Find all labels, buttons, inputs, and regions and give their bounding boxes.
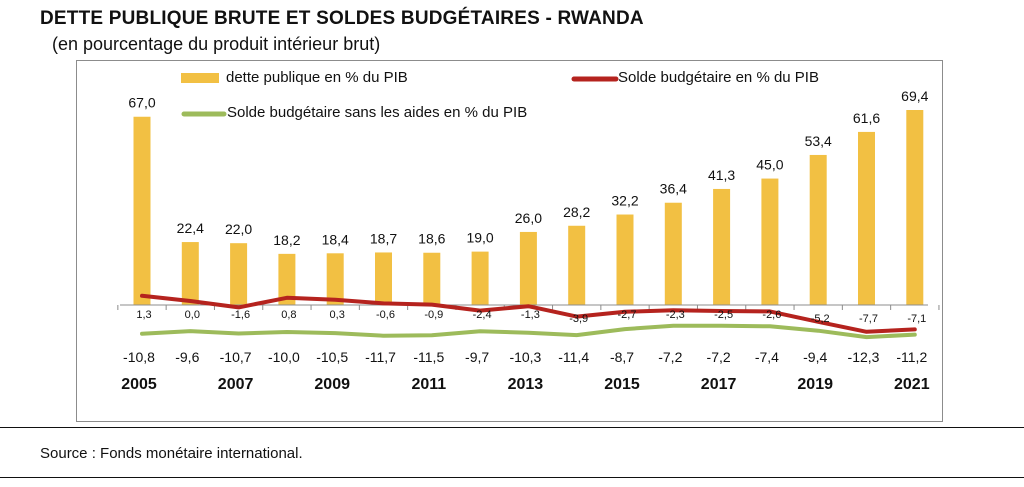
debt-bar xyxy=(519,231,537,305)
x-tick-label: 2015 xyxy=(604,376,640,393)
no-aid-value-label: -8,7 xyxy=(610,349,634,365)
no-aid-value-label: -7,4 xyxy=(755,349,779,365)
debt-value-label: 45,0 xyxy=(756,157,783,173)
debt-bar xyxy=(278,253,296,305)
chart-title: DETTE PUBLIQUE BRUTE ET SOLDES BUDGÉTAIR… xyxy=(40,8,644,29)
no-aid-value-label: -9,6 xyxy=(175,349,199,365)
debt-value-label: 18,2 xyxy=(273,232,300,248)
legend-label-balance: Solde budgétaire en % du PIB xyxy=(618,69,819,86)
x-tick-label: 2007 xyxy=(218,376,254,393)
debt-value-label: 18,4 xyxy=(322,231,349,247)
debt-bar xyxy=(423,252,441,305)
balance-value-label: -5,2 xyxy=(811,313,830,325)
debt-bar xyxy=(326,253,344,305)
balance-value-label: -2,3 xyxy=(666,309,685,321)
no-aid-value-label: -7,2 xyxy=(707,349,731,365)
debt-bar xyxy=(181,242,199,305)
debt-bar xyxy=(616,214,634,305)
balance-value-label: -2,5 xyxy=(714,309,733,321)
debt-bar xyxy=(713,188,731,305)
x-tick-label: 2017 xyxy=(701,376,737,393)
debt-value-label: 61,6 xyxy=(853,110,880,126)
plot-frame xyxy=(76,60,943,422)
x-tick-label: 2005 xyxy=(121,376,157,393)
no-aid-value-label: -10,3 xyxy=(509,349,541,365)
no-aid-value-label: -10,5 xyxy=(316,349,348,365)
balance-value-label: -1,6 xyxy=(231,309,250,321)
debt-bar xyxy=(568,225,586,305)
debt-value-label: 53,4 xyxy=(805,133,832,149)
debt-bar xyxy=(133,116,151,305)
debt-bar xyxy=(761,178,779,305)
legend-swatches xyxy=(181,73,619,117)
debt-value-label: 32,2 xyxy=(611,193,638,209)
balance-value-label: -0,9 xyxy=(424,309,443,321)
balance-value-label: -7,7 xyxy=(859,313,878,325)
balance-value-label: 1,3 xyxy=(136,309,151,321)
legend-label-debt: dette publique en % du PIB xyxy=(226,69,408,86)
bottom-rule xyxy=(0,477,1024,478)
debt-value-label: 18,7 xyxy=(370,230,397,246)
balance-value-label: 0,0 xyxy=(185,309,200,321)
debt-bars xyxy=(133,110,924,305)
no-aid-value-label: -7,2 xyxy=(658,349,682,365)
debt-value-label: 28,2 xyxy=(563,204,590,220)
balance-value-label: -1,3 xyxy=(521,309,540,321)
balance-value-label: 0,3 xyxy=(330,309,345,321)
no-aid-value-label: -10,7 xyxy=(220,349,252,365)
debt-bar xyxy=(809,154,827,305)
balance-value-label: -2,4 xyxy=(473,309,492,321)
top-rule xyxy=(0,427,1024,428)
x-tick-label: 2021 xyxy=(894,376,930,393)
debt-bar xyxy=(664,202,682,305)
debt-value-label: 18,6 xyxy=(418,231,445,247)
debt-value-label: 26,0 xyxy=(515,210,542,226)
debt-value-label: 22,4 xyxy=(177,220,204,236)
x-tick-label: 2009 xyxy=(314,376,350,393)
debt-bar xyxy=(906,110,924,305)
balance-value-label: -0,6 xyxy=(376,309,395,321)
debt-value-label: 67,0 xyxy=(128,95,155,111)
debt-bar xyxy=(858,131,875,305)
debt-bar xyxy=(375,252,392,305)
debt-value-label: 69,4 xyxy=(901,88,928,104)
no-aid-value-label: -11,5 xyxy=(413,349,444,365)
chart-subtitle: (en pourcentage du produit intérieur bru… xyxy=(52,34,381,54)
source-note: Source : Fonds monétaire international. xyxy=(40,445,303,462)
x-axis-labels: 2005 2007 2009 2011 2013 2015 2017 2019 2021 xyxy=(121,376,929,393)
no-aid-value-label: -12,3 xyxy=(848,349,880,365)
debt-value-label: 36,4 xyxy=(660,181,687,197)
legend-label-balance-no-aid: Solde budgétaire sans les aides en % du … xyxy=(227,104,528,121)
balance-value-label: -7,1 xyxy=(907,313,926,325)
debt-value-label: 41,3 xyxy=(708,167,735,183)
balance-value-label: -3,9 xyxy=(569,313,588,325)
debt-value-label: 22,0 xyxy=(225,221,252,237)
no-aid-value-label: -11,2 xyxy=(896,349,927,365)
balance-value-label: -2,6 xyxy=(762,309,781,321)
no-aid-value-label: -11,7 xyxy=(365,349,396,365)
legend-swatch-debt xyxy=(181,73,219,83)
budget-balance-no-aid-line xyxy=(140,323,917,340)
no-aid-value-label: -10,0 xyxy=(268,349,300,365)
debt-bar xyxy=(230,243,248,305)
debt-value-label: 19,0 xyxy=(466,230,493,246)
balance-value-label: -2,7 xyxy=(618,309,637,321)
no-aid-value-label: -9,4 xyxy=(803,349,827,365)
budget-balance-line xyxy=(140,293,917,334)
data-labels: 67,0 22,4 22,0 18,2 18,4 18,7 18,6 19,0 26,0 28,2… xyxy=(123,88,929,365)
no-aid-value-label: -11,4 xyxy=(558,349,589,365)
no-aid-value-label: -9,7 xyxy=(465,349,489,365)
x-tick-label: 2013 xyxy=(508,376,544,393)
no-aid-value-label: -10,8 xyxy=(123,349,155,365)
balance-value-label: 0,8 xyxy=(281,309,296,321)
x-tick-label: 2019 xyxy=(797,376,833,393)
debt-bar xyxy=(471,251,489,305)
x-tick-label: 2011 xyxy=(411,376,446,393)
